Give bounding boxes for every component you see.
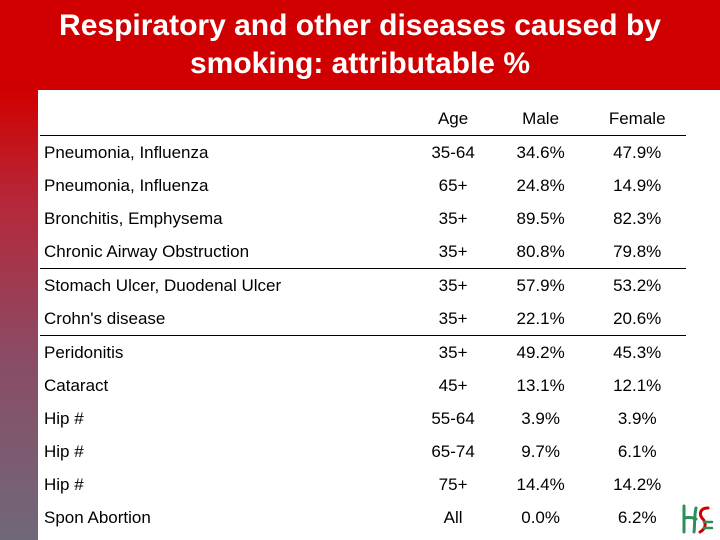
table-row: Peridonitis 35+ 49.2% 45.3%	[40, 335, 686, 370]
cell-female: 20.6%	[613, 308, 662, 328]
cell-disease: Pneumonia, Influenza	[44, 175, 209, 195]
table-row: Pneumonia, Influenza 35-64 34.6% 47.9%	[40, 136, 686, 170]
cell-male: 57.9%	[516, 275, 565, 295]
cell-age: 35+	[438, 208, 468, 228]
cell-male: 24.8%	[516, 175, 565, 195]
table-row: Stomach Ulcer, Duodenal Ulcer 35+ 57.9% …	[40, 268, 686, 303]
cell-male: 0.0%	[521, 507, 560, 527]
cell-female: 79.8%	[613, 241, 662, 261]
cell-female: 3.9%	[617, 408, 657, 428]
title-bar: Respiratory and other diseases caused by…	[0, 0, 720, 90]
cell-age: 65-74	[431, 441, 475, 461]
table-row: Chronic Airway Obstruction 35+ 80.8% 79.…	[40, 235, 686, 269]
cell-female: 82.3%	[613, 208, 662, 228]
table-row: Hip # 55-64 3.9% 3.9%	[40, 402, 686, 435]
cell-female: 47.9%	[613, 142, 662, 162]
header-male: Male	[522, 108, 560, 128]
attributable-percent-table: Age Male Female Pneumonia, Influenza 35-…	[40, 102, 686, 534]
cell-disease: Pneumonia, Influenza	[44, 142, 209, 162]
cell-male: 34.6%	[516, 142, 565, 162]
cell-disease: Spon Abortion	[44, 507, 151, 527]
cell-male: 80.8%	[516, 241, 565, 261]
header-age: Age	[437, 108, 469, 128]
cell-male: 14.4%	[516, 474, 565, 494]
cell-disease: Hip #	[44, 408, 84, 428]
cell-female: 53.2%	[613, 275, 662, 295]
slide-title: Respiratory and other diseases caused by…	[59, 9, 661, 80]
header-disease	[40, 102, 413, 136]
cell-age: 35+	[438, 241, 468, 261]
cell-age: All	[443, 507, 463, 527]
cell-male: 49.2%	[516, 342, 565, 362]
cell-disease: Hip #	[44, 474, 84, 494]
table-row: Bronchitis, Emphysema 35+ 89.5% 82.3%	[40, 202, 686, 235]
cell-age: 45+	[438, 375, 468, 395]
header-female: Female	[608, 108, 666, 128]
cell-male: 13.1%	[516, 375, 565, 395]
cell-age: 35+	[438, 275, 468, 295]
table-row: Hip # 75+ 14.4% 14.2%	[40, 468, 686, 501]
cell-disease: Bronchitis, Emphysema	[44, 208, 223, 228]
cell-disease: Chronic Airway Obstruction	[44, 241, 250, 261]
cell-female: 6.1%	[617, 441, 657, 461]
cell-disease: Hip #	[44, 441, 84, 461]
cell-disease: Crohn's disease	[44, 308, 166, 328]
table-row: Spon Abortion All 0.0% 6.2%	[40, 501, 686, 534]
table-row: Cataract 45+ 13.1% 12.1%	[40, 369, 686, 402]
cell-age: 75+	[438, 474, 468, 494]
table-row: Pneumonia, Influenza 65+ 24.8% 14.9%	[40, 169, 686, 202]
cell-female: 12.1%	[613, 375, 662, 395]
cell-disease: Stomach Ulcer, Duodenal Ulcer	[44, 275, 282, 295]
cell-age: 35+	[438, 308, 468, 328]
cell-female: 14.9%	[613, 175, 662, 195]
decorative-side-band	[0, 90, 38, 540]
cell-age: 55-64	[431, 408, 475, 428]
cell-age: 65+	[438, 175, 468, 195]
hse-logo-icon	[682, 504, 714, 534]
cell-male: 3.9%	[521, 408, 560, 428]
cell-female: 45.3%	[613, 342, 662, 362]
cell-female: 14.2%	[613, 474, 662, 494]
cell-age: 35-64	[431, 142, 475, 162]
cell-disease: Peridonitis	[44, 342, 124, 362]
cell-disease: Cataract	[44, 375, 109, 395]
table-row: Hip # 65-74 9.7% 6.1%	[40, 435, 686, 468]
cell-age: 35+	[438, 342, 468, 362]
table-row: Crohn's disease 35+ 22.1% 20.6%	[40, 302, 686, 336]
cell-male: 89.5%	[516, 208, 565, 228]
cell-female: 6.2%	[617, 507, 657, 527]
data-table-container: Age Male Female Pneumonia, Influenza 35-…	[40, 102, 686, 534]
cell-male: 22.1%	[516, 308, 565, 328]
cell-male: 9.7%	[521, 441, 560, 461]
table-header-row: Age Male Female	[40, 102, 686, 136]
